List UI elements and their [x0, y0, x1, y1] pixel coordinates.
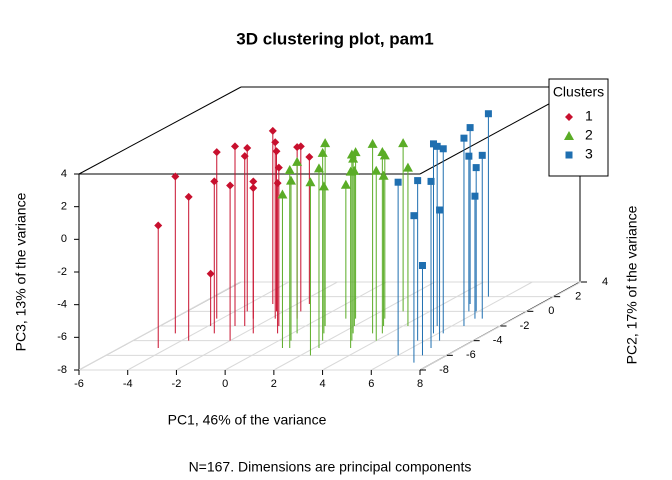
z-tick-label: 2: [61, 201, 67, 213]
point: [320, 138, 331, 148]
point: [466, 124, 474, 132]
point: [272, 147, 281, 156]
y-axis-label: PC2, 17% of the variance: [624, 205, 640, 364]
point: [394, 178, 402, 186]
z-tick-label: 4: [61, 168, 67, 180]
point: [436, 206, 444, 214]
point: [472, 164, 480, 172]
point: [277, 189, 288, 199]
point: [206, 269, 215, 278]
z-tick-label: -4: [57, 299, 67, 311]
point: [471, 192, 479, 200]
chart-title: 3D clustering plot, pam1: [236, 29, 433, 48]
point: [285, 175, 296, 185]
point: [398, 138, 409, 148]
x-tick-label: -4: [123, 378, 133, 390]
point: [378, 170, 389, 180]
point: [367, 138, 378, 148]
legend-box: [548, 78, 609, 177]
y-tick-label: -2: [520, 320, 530, 332]
z-tick-label: -6: [57, 331, 67, 343]
x-tick-label: 8: [417, 378, 423, 390]
point: [318, 181, 329, 191]
point: [317, 147, 328, 157]
point: [274, 163, 283, 172]
point: [226, 181, 235, 190]
x-tick-label: 2: [271, 378, 277, 390]
legend-label: 2: [585, 127, 593, 143]
legend-label: 3: [585, 146, 593, 162]
point: [371, 165, 382, 175]
point: [273, 179, 282, 188]
point: [268, 126, 277, 135]
point: [249, 183, 258, 192]
point: [212, 148, 221, 157]
point: [377, 147, 388, 157]
point: [154, 221, 163, 230]
x-axis-label: PC1, 46% of the variance: [168, 412, 327, 428]
point: [240, 152, 249, 161]
x-tick-label: 6: [368, 378, 374, 390]
z-tick-label: -2: [57, 266, 67, 278]
point: [418, 262, 426, 269]
legend-label: 1: [585, 108, 593, 124]
point: [414, 177, 422, 185]
x-tick-label: 0: [222, 378, 228, 390]
point: [340, 179, 351, 189]
point: [439, 145, 447, 153]
point: [427, 177, 435, 185]
x-tick-label: 4: [320, 378, 326, 390]
y-tick-label: -4: [493, 335, 503, 347]
legend-title: Clusters: [553, 84, 604, 100]
y-tick-label: 2: [575, 291, 581, 303]
y-tick-label: -6: [466, 349, 476, 361]
point: [210, 177, 219, 186]
y-tick-label: 0: [548, 305, 554, 317]
z-tick-label: -8: [57, 364, 67, 376]
point: [231, 142, 240, 151]
point: [249, 177, 258, 186]
x-tick-label: -2: [172, 378, 182, 390]
point: [429, 140, 437, 148]
point: [305, 177, 316, 187]
legend-marker: [565, 113, 573, 121]
x-tick-label: -6: [74, 378, 84, 390]
point: [460, 134, 468, 142]
point: [433, 142, 441, 150]
point: [292, 156, 303, 166]
point: [402, 162, 413, 172]
box-edge: [78, 86, 242, 175]
subtitle: N=167. Dimensions are principal componen…: [189, 459, 472, 475]
point: [184, 192, 193, 201]
y-tick-label: -8: [439, 364, 449, 376]
point: [410, 212, 418, 220]
point: [271, 138, 280, 147]
point: [313, 163, 324, 173]
legend-marker: [564, 131, 574, 140]
legend-marker: [565, 151, 573, 159]
point: [305, 153, 314, 161]
point: [284, 164, 295, 174]
point: [478, 151, 486, 159]
y-tick-label: 4: [602, 276, 608, 288]
point: [243, 144, 252, 152]
point: [293, 143, 302, 152]
z-axis-label: PC3, 13% of the variance: [13, 192, 29, 351]
point: [465, 152, 473, 160]
point: [484, 110, 492, 118]
point: [345, 166, 356, 176]
point: [346, 149, 357, 159]
point: [171, 172, 180, 181]
z-tick-label: 0: [61, 233, 67, 245]
